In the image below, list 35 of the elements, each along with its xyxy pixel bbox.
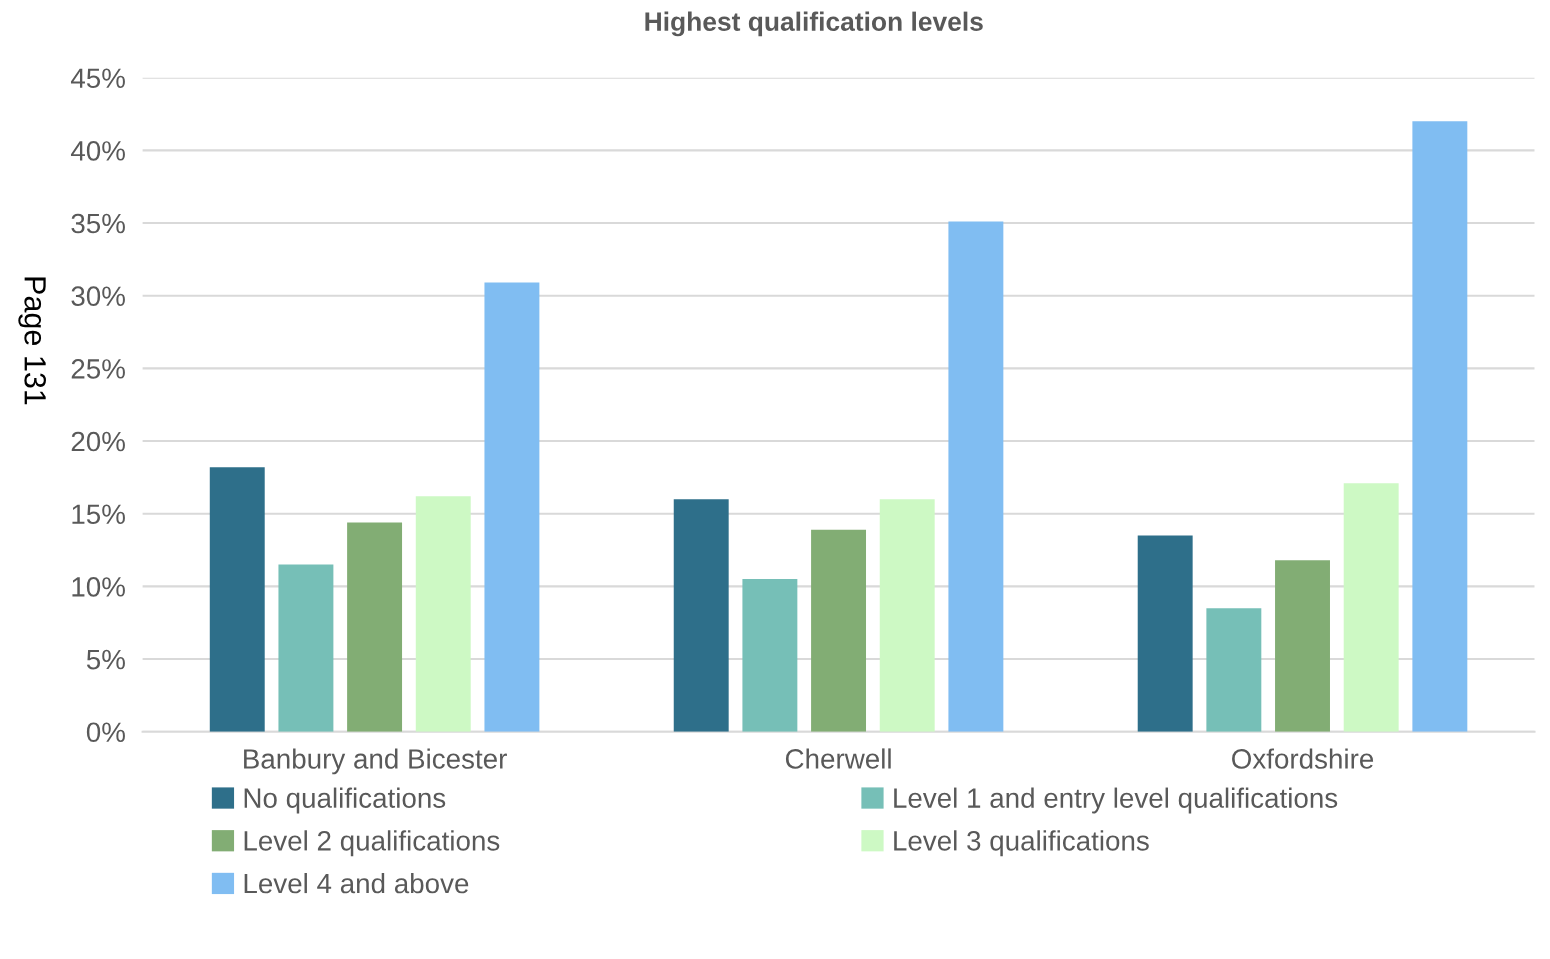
y-tick-label: 0% (86, 722, 125, 743)
bar (209, 467, 265, 732)
bar (811, 529, 867, 732)
bar (415, 496, 471, 732)
y-tick-label: 40% (70, 141, 125, 161)
x-tick-label: Cherwell (785, 748, 891, 769)
legend-label: No qualifications (244, 787, 446, 814)
y-tick-label: 5% (86, 649, 125, 670)
chart-title: Highest qualification levels (645, 11, 983, 37)
bar (673, 499, 729, 732)
legend-label: Level 1 and entry level qualifications (894, 787, 1338, 814)
bar (1343, 483, 1399, 732)
bar (1206, 608, 1262, 732)
bar (742, 579, 798, 732)
legend-label: Level 3 qualifications (894, 830, 1149, 857)
y-tick-label: 20% (71, 431, 125, 452)
legend-label: Level 2 qualifications (244, 830, 500, 857)
bar (879, 499, 935, 732)
text: Page 131 (18, 277, 46, 405)
bar (1137, 535, 1193, 732)
y-tick-label: 15% (72, 504, 125, 525)
y-tick-label: 10% (72, 577, 125, 597)
y-tick-label: 25% (71, 359, 125, 379)
bar (484, 282, 540, 732)
x-tick-label: Oxfordshire (1232, 748, 1374, 769)
legend-label: Level 4 and above (244, 872, 469, 894)
bar (1412, 121, 1468, 732)
bar (948, 221, 1004, 732)
bar (347, 522, 403, 732)
x-tick-label: Banbury and Bicester (244, 748, 507, 775)
y-tick-label: 45% (70, 68, 125, 89)
bar (1275, 560, 1330, 732)
bar (278, 564, 334, 732)
y-tick-label: 30% (71, 286, 125, 307)
y-tick-label: 35% (71, 213, 125, 234)
